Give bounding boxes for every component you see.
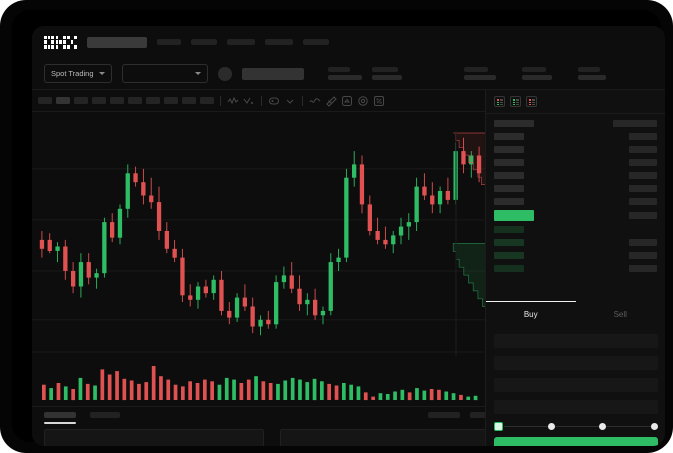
orderbook-ask-row[interactable]	[486, 182, 665, 195]
chevron-down-icon	[194, 72, 201, 75]
stepper-track	[500, 425, 652, 427]
indicator-icon[interactable]	[227, 95, 239, 107]
timeframe-button[interactable]	[164, 97, 178, 104]
orderbook-ask-row[interactable]	[486, 130, 665, 143]
total-field[interactable]	[494, 400, 658, 414]
header-nav	[87, 36, 329, 48]
stat-change	[371, 67, 402, 80]
stepper-dot[interactable]	[650, 422, 658, 430]
device-bezel: Spot Trading	[12, 10, 665, 446]
template-icon[interactable]	[268, 95, 280, 107]
orderbook-ask-row[interactable]	[486, 195, 665, 208]
bottom-card-left[interactable]	[44, 429, 264, 446]
nav-item-2[interactable]	[157, 39, 181, 45]
app-header	[32, 26, 665, 58]
timeframe-button[interactable]	[182, 97, 196, 104]
eraser-icon[interactable]	[325, 95, 337, 107]
bottom-action-1[interactable]	[428, 412, 460, 418]
nav-item-6[interactable]	[303, 39, 329, 45]
amount-field[interactable]	[494, 378, 658, 392]
orderbook-ask-row[interactable]	[486, 156, 665, 169]
order-type-field[interactable]	[494, 334, 658, 348]
orderbook-mode-asks-icon[interactable]	[526, 96, 537, 107]
market-type-label: Spot Trading	[51, 69, 94, 78]
orderbook-ask-row[interactable]	[486, 143, 665, 156]
orderbook-header	[486, 117, 665, 130]
compare-icon[interactable]	[243, 95, 255, 107]
volume-chart-svg	[32, 351, 485, 401]
nav-item-3[interactable]	[191, 39, 217, 45]
tab-sell-label: Sell	[613, 309, 627, 319]
orderbook-mode-both-icon[interactable]	[494, 96, 505, 107]
timeframe-button[interactable]	[146, 97, 160, 104]
place-order-button[interactable]	[494, 437, 658, 446]
timeframe-button[interactable]	[200, 97, 214, 104]
price-field[interactable]	[494, 356, 658, 370]
orderbook-ask-row[interactable]	[486, 169, 665, 182]
timeframe-button[interactable]	[38, 97, 52, 104]
market-type-selector[interactable]: Spot Trading	[44, 64, 112, 83]
toolbar-divider	[220, 95, 221, 106]
stat-price	[327, 67, 362, 80]
toolbar-divider	[261, 95, 262, 106]
orderbook-panel: Buy Sell	[485, 90, 665, 446]
volume-chart	[32, 348, 485, 406]
fullscreen-icon[interactable]	[373, 95, 385, 107]
pair-coin-avatar	[217, 66, 232, 81]
last-price-value	[241, 67, 304, 80]
spread-highlight	[494, 210, 534, 221]
market-subheader: Spot Trading	[32, 58, 665, 90]
bottom-card-right[interactable]	[280, 429, 500, 446]
buy-sell-tabs: Buy Sell	[486, 301, 665, 327]
orderbook-bid-row[interactable]	[486, 223, 665, 236]
orderbook-mode-bids-icon[interactable]	[510, 96, 521, 107]
toolbar-divider	[302, 95, 303, 106]
dropdown-icon[interactable]	[284, 95, 296, 107]
stepper-dot-active[interactable]	[494, 421, 503, 431]
tab-buy[interactable]: Buy	[486, 301, 576, 327]
tab-order-history[interactable]	[90, 412, 120, 418]
nav-item-1[interactable]	[87, 36, 147, 48]
orderbook-bid-row[interactable]	[486, 236, 665, 249]
bottom-panel	[32, 406, 512, 446]
chevron-down-icon	[98, 72, 105, 75]
orderbook-view-modes	[486, 90, 665, 114]
timeframe-button-active[interactable]	[56, 97, 70, 104]
stat-high	[463, 67, 496, 80]
orderbook-bid-row[interactable]	[486, 249, 665, 262]
stepper-dot[interactable]	[599, 422, 607, 430]
stat-volume	[577, 67, 606, 80]
nav-item-5[interactable]	[265, 39, 293, 45]
candlestick-chart-svg	[32, 137, 485, 336]
timeframe-button[interactable]	[92, 97, 106, 104]
candlestick-chart[interactable]	[32, 112, 485, 348]
amount-percent-stepper[interactable]	[494, 419, 658, 433]
orderbook-spread-row	[486, 208, 665, 223]
stat-low	[521, 67, 552, 80]
timeframe-button[interactable]	[128, 97, 142, 104]
nav-item-4[interactable]	[227, 39, 255, 45]
alert-icon[interactable]	[341, 95, 353, 107]
chart-toolbar	[32, 90, 485, 112]
app-screen: Spot Trading	[32, 26, 665, 446]
settings-icon[interactable]	[357, 95, 369, 107]
timeframe-button[interactable]	[74, 97, 88, 104]
active-tab-underline	[44, 422, 76, 424]
stepper-dot[interactable]	[547, 422, 555, 430]
tab-buy-label: Buy	[523, 310, 538, 319]
tab-sell[interactable]: Sell	[576, 301, 666, 327]
timeframe-button[interactable]	[110, 97, 124, 104]
okx-logo-icon[interactable]	[44, 35, 77, 49]
orderbook-bid-row[interactable]	[486, 262, 665, 275]
trading-pair-selector[interactable]	[121, 64, 208, 83]
tab-open-orders[interactable]	[44, 412, 76, 424]
line-chart-icon[interactable]	[309, 95, 321, 107]
